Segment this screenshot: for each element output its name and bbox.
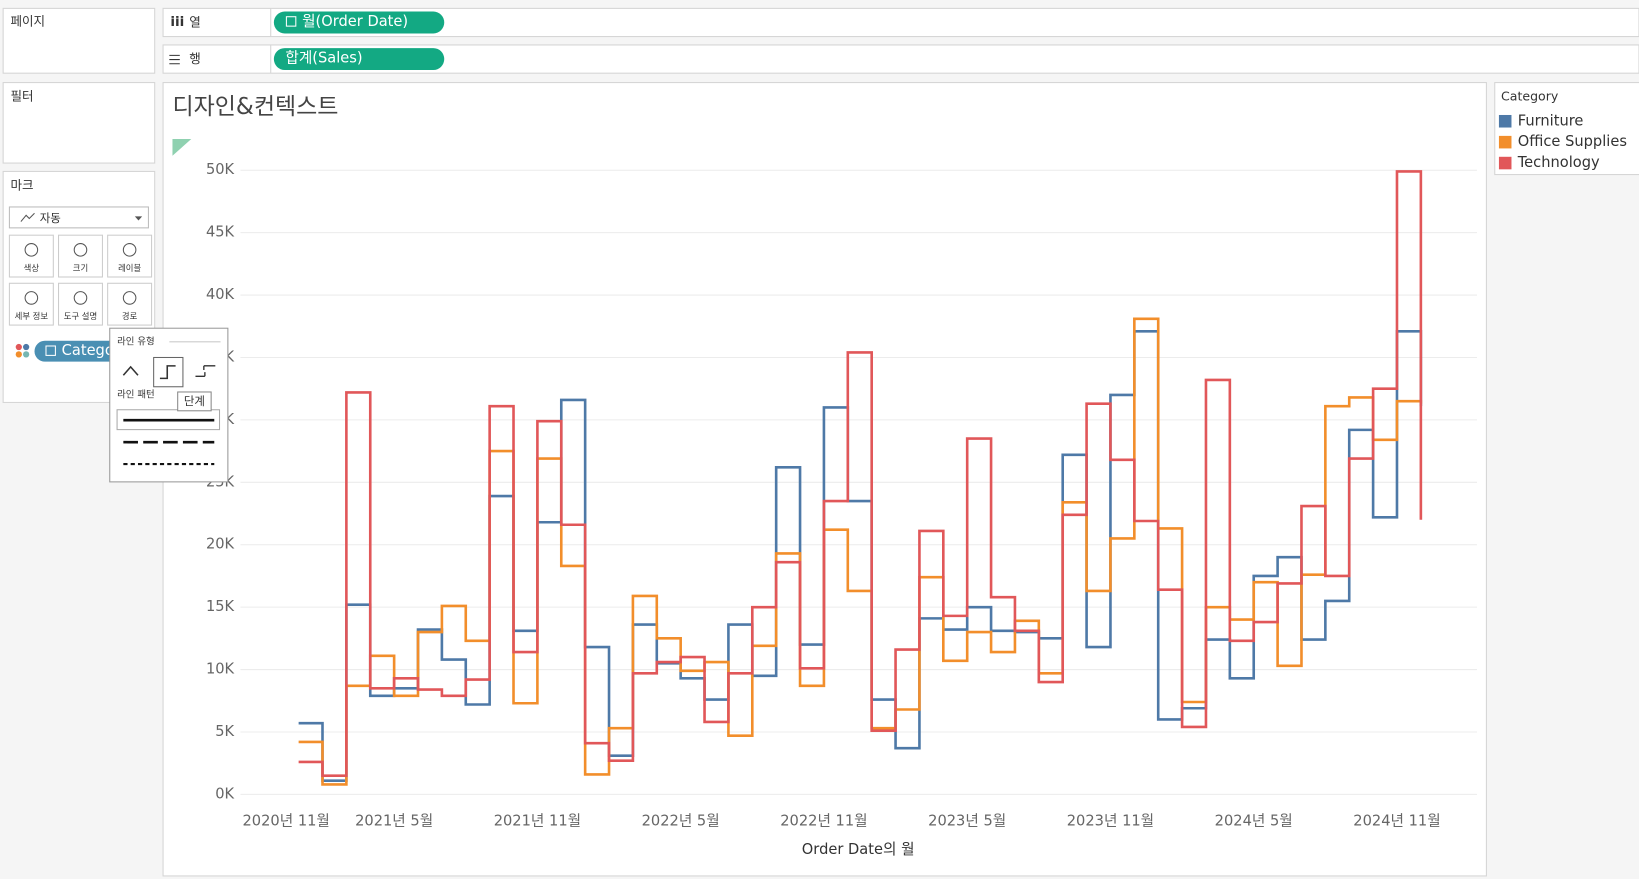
legend-panel	[1494, 82, 1639, 176]
pill-icon	[45, 345, 56, 356]
tooltip	[177, 391, 212, 412]
mark-button-label: 색상	[24, 263, 40, 273]
pages-panel	[2, 7, 156, 74]
mark-button-label: 도구 설명	[64, 311, 97, 321]
legend-swatch[interactable]	[1498, 114, 1512, 128]
popup-line-type: 라인 유형	[117, 336, 155, 347]
mark-button-label: 세부 정보	[15, 311, 49, 321]
button-icon	[122, 243, 137, 257]
y-tick-label: 45K	[206, 224, 235, 241]
color-dot	[15, 351, 22, 358]
chart-title: 디자인&컨텍스트	[172, 94, 338, 120]
mark-button[interactable]	[8, 234, 54, 278]
pill-icon	[285, 16, 297, 27]
legend-label[interactable]: Furniture	[1518, 112, 1584, 129]
x-tick-label: 2022년 11월	[780, 813, 867, 830]
button-icon	[122, 291, 137, 305]
legend-swatch[interactable]	[1498, 156, 1512, 170]
y-tick-label: 0K	[215, 785, 234, 802]
columns-pill[interactable]	[273, 11, 445, 34]
dropdown-arrow	[134, 216, 143, 221]
y-tick-label: 10K	[206, 661, 235, 678]
mark-type: 자동	[40, 211, 61, 225]
button-icon	[24, 291, 39, 305]
step-option-box[interactable]	[153, 356, 184, 388]
jump-option[interactable]	[195, 365, 216, 377]
category-pill[interactable]	[34, 340, 129, 362]
marks-label: 마크	[10, 178, 33, 193]
y-tick-label: 20K	[206, 536, 235, 553]
mark-button-label: 경로	[122, 311, 138, 321]
filters-panel	[2, 82, 156, 164]
linear-option[interactable]	[122, 365, 139, 376]
rows-pill[interactable]	[273, 48, 445, 71]
x-tick-label: 2022년 5월	[642, 813, 720, 830]
x-tick-label: 2020년 11월	[243, 813, 330, 830]
mark-button-label: 크기	[73, 263, 88, 273]
rows-pill-text: 합계(Sales)	[285, 50, 362, 67]
y-tick-label: 5K	[215, 723, 234, 740]
rows-label: 행	[189, 51, 201, 66]
legend-label[interactable]: Technology	[1517, 154, 1600, 171]
button-icon	[24, 243, 39, 257]
line-icon	[20, 212, 35, 222]
legend-title: Category	[1501, 89, 1559, 104]
mark-button-label: 레이블	[118, 263, 141, 273]
filters-label: 필터	[10, 89, 33, 104]
columns-pill-text: 월(Order Date)	[302, 13, 408, 30]
button-icon	[73, 243, 88, 257]
x-tick-label: 2024년 5월	[1215, 813, 1293, 830]
x-tick-label: 2023년 5월	[928, 813, 1006, 830]
y-tick-label: 50K	[206, 161, 235, 178]
x-tick-label: 2024년 11월	[1353, 813, 1440, 830]
color-dot	[15, 343, 22, 351]
x-tick-label: 2023년 11월	[1067, 813, 1154, 830]
button-icon	[73, 291, 88, 305]
x-axis-title: Order Date의 월	[802, 841, 915, 858]
step-option	[159, 365, 176, 380]
color-dot	[22, 351, 30, 358]
step-line	[298, 170, 1423, 777]
x-tick-label: 2021년 5월	[355, 813, 433, 830]
y-tick-label: 40K	[206, 286, 235, 303]
popup-line-pattern: 라인 패턴	[117, 390, 155, 401]
legend-label[interactable]: Office Supplies	[1518, 133, 1627, 150]
rows-icon	[169, 54, 180, 65]
tooltip-text: 단계	[184, 394, 205, 408]
pages-label: 페이지	[10, 13, 45, 28]
columns-label: 열	[189, 14, 201, 29]
x-tick-label: 2021년 11월	[494, 813, 581, 830]
color-dot	[22, 343, 30, 351]
columns-icon: iii	[170, 14, 184, 30]
legend-swatch[interactable]	[1498, 135, 1512, 149]
y-tick-label: 15K	[206, 598, 235, 615]
category-pill-text: Catego	[62, 342, 114, 359]
mark-type-dropdown[interactable]	[8, 206, 149, 229]
